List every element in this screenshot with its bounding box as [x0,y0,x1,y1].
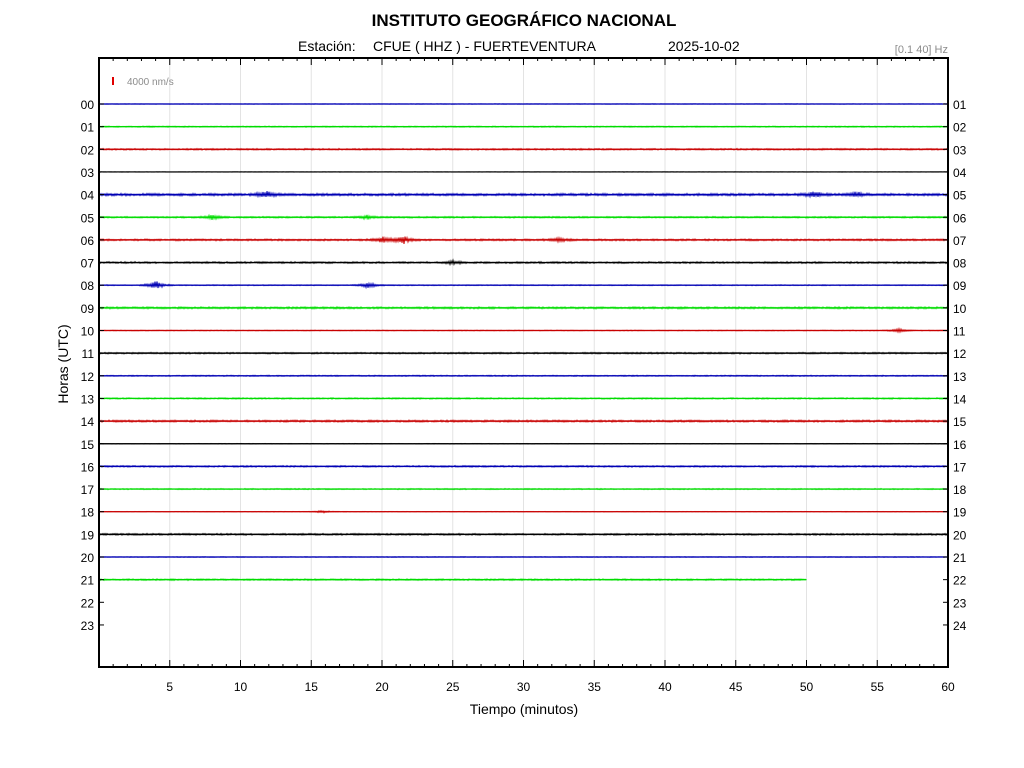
left-hour-label: 11 [82,347,95,361]
x-tick-label: 35 [588,680,602,694]
right-hour-label: 07 [953,234,967,248]
right-hour-label: 17 [953,460,967,474]
right-hour-label: 10 [953,302,967,316]
right-hour-label: 02 [953,121,967,135]
left-hour-label: 04 [81,189,95,203]
right-hour-label: 09 [953,279,967,293]
grid-lines [169,58,878,667]
x-tick-label: 15 [305,680,319,694]
x-tick-label: 50 [800,680,814,694]
station-label: Estación: [298,38,356,54]
right-hour-label: 04 [953,166,967,180]
right-hour-label: 18 [953,483,967,497]
right-hour-label: 21 [953,551,967,565]
right-hour-label: 11 [953,325,966,339]
right-hour-label: 12 [953,347,967,361]
seismic-traces [98,103,949,582]
plot-frame [98,57,949,668]
chart-title: INSTITUTO GEOGRÁFICO NACIONAL [372,11,677,30]
left-hour-label: 23 [81,619,95,633]
right-hour-label: 23 [953,596,967,610]
left-hour-label: 02 [81,143,95,157]
amplitude-scale-label: 4000 nm/s [127,77,174,88]
left-hour-label: 01 [81,121,95,135]
chart-date: 2025-10-02 [668,38,740,54]
left-hour-label: 15 [81,438,95,452]
right-hour-labels: 01 02 03 04 05 06 07 08 09 10 11 12 13 14 15 16 17 18 19 20… [943,98,967,633]
right-hour-label: 01 [953,98,967,112]
left-hour-label: 10 [81,325,95,339]
left-hour-label: 09 [81,302,95,316]
left-hour-label: 14 [81,415,95,429]
left-hour-label: 07 [81,257,95,271]
left-hour-label: 08 [81,279,95,293]
left-hour-label: 12 [81,370,95,384]
left-hour-label: 22 [81,596,95,610]
x-tick-label: 20 [375,680,389,694]
left-hour-label: 05 [81,211,95,225]
x-axis-label: Tiempo (minutos) [470,701,578,717]
x-tick-label: 30 [517,680,531,694]
x-tick-label: 55 [871,680,885,694]
left-hour-label: 21 [81,574,95,588]
x-tick-label: 60 [941,680,955,694]
right-hour-label: 13 [953,370,967,384]
right-hour-label: 05 [953,189,967,203]
x-tick-label: 25 [446,680,460,694]
right-hour-label: 19 [953,506,967,520]
left-hour-label: 06 [81,234,95,248]
right-hour-label: 08 [953,257,967,271]
x-tick-label: 40 [658,680,672,694]
x-tick-label: 45 [729,680,743,694]
filter-band: [0.1 40] Hz [895,44,948,56]
left-hour-label: 18 [81,506,95,520]
x-tick-label: 5 [166,680,173,694]
left-hour-label: 03 [81,166,95,180]
right-hour-label: 22 [953,574,967,588]
right-hour-label: 06 [953,211,967,225]
x-tick-label: 10 [234,680,248,694]
right-hour-label: 15 [953,415,967,429]
left-hour-label: 13 [81,392,95,406]
right-hour-label: 16 [953,438,967,452]
left-hour-label: 20 [81,551,95,565]
right-hour-label: 14 [953,392,967,406]
left-hour-label: 16 [81,460,95,474]
left-hour-label: 19 [81,528,95,542]
left-hour-labels: 00 01 02 03 04 05 06 07 08 09 10 11 12 13 14 15 16 17 18 19… [81,98,104,633]
right-hour-label: 03 [953,143,967,157]
y-axis-label: Horas (UTC) [55,324,71,403]
right-hour-label: 20 [953,528,967,542]
left-hour-label: 00 [81,98,95,112]
right-hour-label: 24 [953,619,967,633]
station-name: CFUE ( HHZ ) - FUERTEVENTURA [373,38,597,54]
left-hour-label: 17 [81,483,95,497]
